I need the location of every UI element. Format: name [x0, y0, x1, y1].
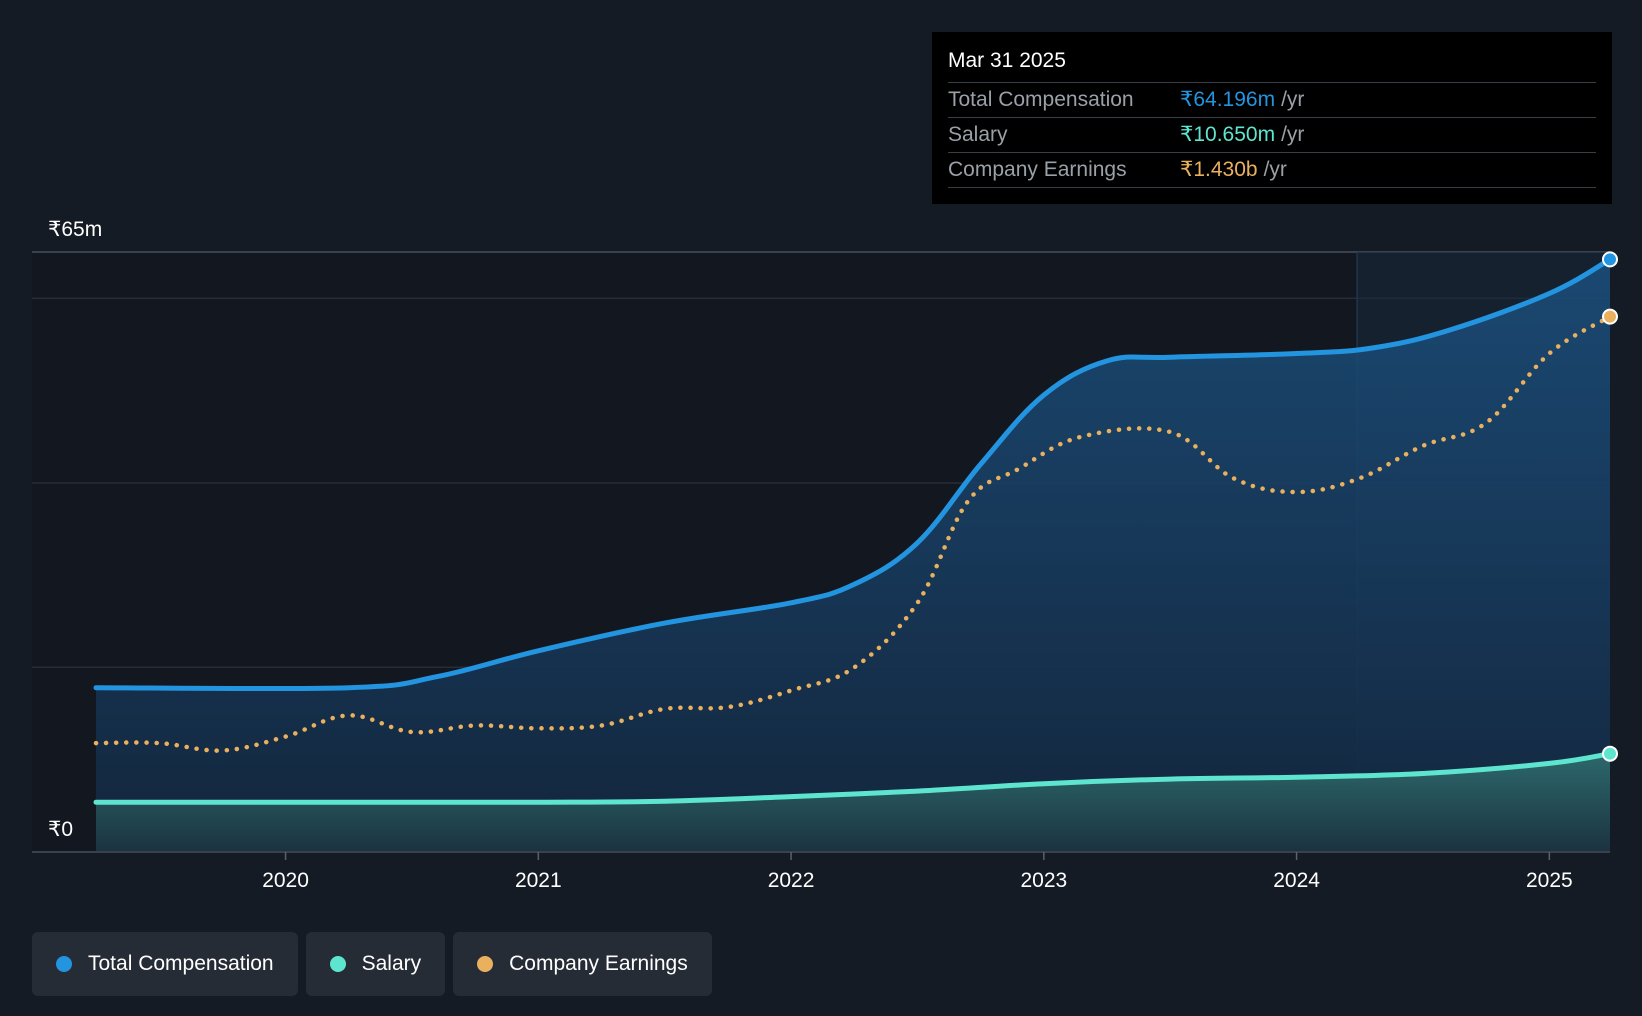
total-compensation-endpoint-marker [1602, 251, 1618, 268]
tooltip-value: ₹64.196m/yr [1180, 83, 1304, 117]
legend-label: Salary [361, 952, 422, 975]
x-tick-label: 2020 [262, 869, 309, 892]
legend-label: Total Compensation [88, 952, 274, 975]
tooltip-row-total-compensation: Total Compensation ₹64.196m/yr [948, 83, 1596, 118]
legend-dot-icon [329, 956, 346, 972]
tooltip-value-amount: ₹1.430b [1180, 158, 1258, 181]
x-axis: 2020 2021 2022 2023 2024 2025 [32, 851, 1610, 892]
tooltip-label: Total Compensation [948, 88, 1134, 111]
x-tick-label: 2023 [1020, 869, 1067, 892]
tooltip-value-unit: /yr [1281, 88, 1305, 111]
tooltip-row-salary: Salary ₹10.650m/yr [948, 118, 1596, 153]
tooltip-value: ₹1.430b/yr [1180, 153, 1287, 187]
series-layer [93, 256, 1613, 852]
salary-endpoint-marker [1602, 745, 1618, 762]
legend-dot-icon [477, 956, 494, 972]
salary-line [93, 751, 1613, 805]
hover-tooltip: Mar 31 2025 Total Compensation ₹64.196m /… [932, 32, 1612, 204]
x-tick-label: 2024 [1273, 869, 1320, 892]
tooltip-label: Company Earnings [948, 158, 1127, 181]
legend-label: Company Earnings [509, 952, 688, 975]
legend-item-salary[interactable]: Salary [305, 932, 446, 996]
tooltip-row-company-earnings: Company Earnings ₹1.430b/yr [948, 153, 1596, 188]
tooltip-label: Salary [948, 123, 1008, 146]
tooltip-value-unit: /yr [1281, 123, 1305, 146]
legend-item-total-compensation[interactable]: Total Compensation [32, 932, 298, 996]
x-tick-label: 2022 [768, 869, 815, 892]
y-axis-min-label: ₹0 [48, 818, 73, 841]
tooltip-value-amount: ₹10.650m [1180, 123, 1276, 146]
endpoint-markers [1602, 251, 1618, 762]
total-compensation-area [96, 259, 1610, 852]
y-axis-max-label: ₹65m [48, 218, 102, 241]
legend-item-company-earnings[interactable]: Company Earnings [453, 932, 712, 996]
tooltip-value-unit: /yr [1263, 158, 1287, 181]
total-compensation-line [93, 256, 1613, 692]
x-tick-label: 2025 [1526, 869, 1573, 892]
x-tick-label: 2021 [515, 869, 562, 892]
tooltip-value-amount: ₹64.196m [1180, 88, 1276, 111]
chart-legend: Total Compensation Salary Company Earnin… [32, 932, 720, 996]
tooltip-date: Mar 31 2025 [948, 46, 1596, 83]
legend-dot-icon [56, 956, 72, 972]
tooltip-value: ₹10.650m/yr [1180, 118, 1304, 152]
company-earnings-line [93, 314, 1613, 753]
company-earnings-endpoint-marker [1602, 308, 1618, 325]
